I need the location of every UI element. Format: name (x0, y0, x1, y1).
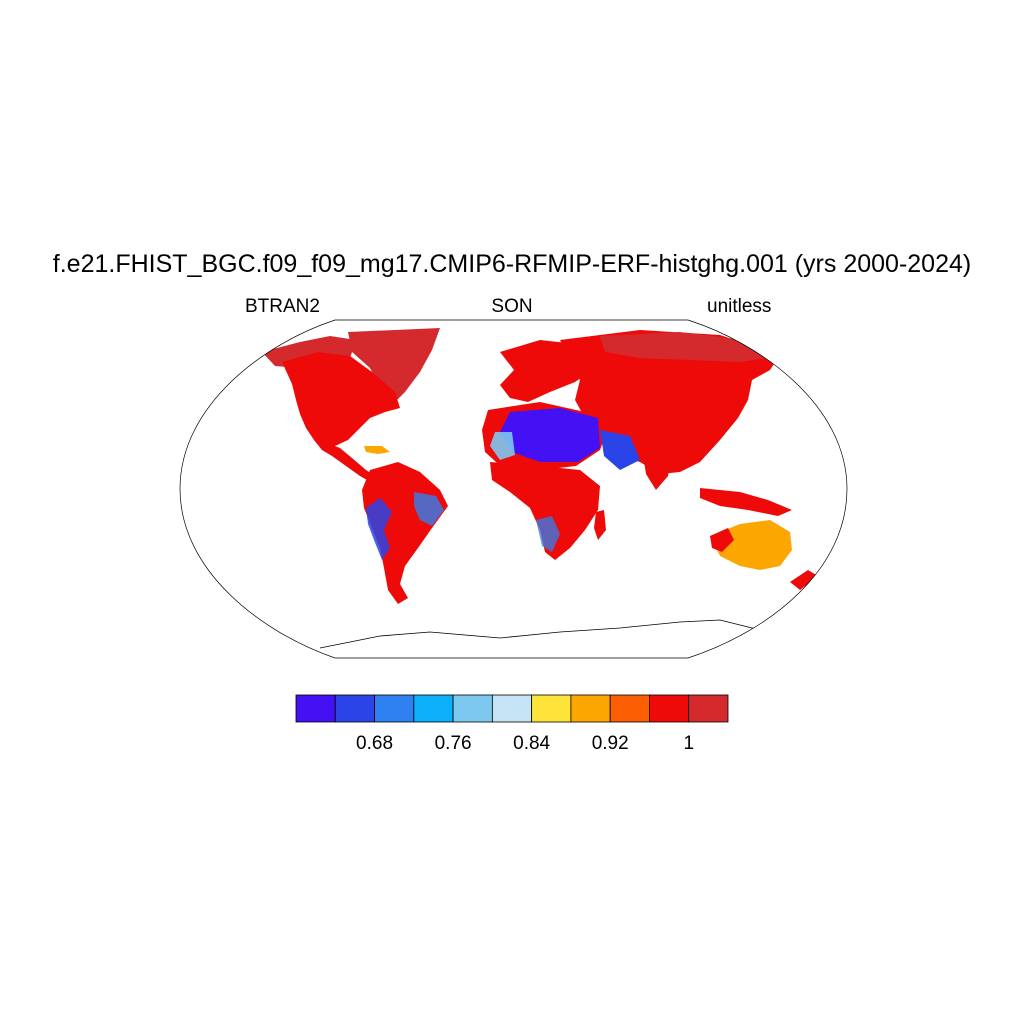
map-border (179, 319, 848, 659)
colorbar-box (413, 694, 454, 723)
land-south-america-dry (366, 498, 392, 560)
land-new-zealand (790, 570, 818, 590)
land-greenland (348, 328, 440, 402)
colorbar-box (609, 694, 650, 723)
colorbar-box (295, 694, 336, 723)
land-southern-africa-dry (536, 516, 560, 552)
land-madagascar (594, 510, 606, 540)
colorbar-box (334, 694, 375, 723)
land-india (642, 448, 672, 490)
land-indonesia (700, 488, 792, 516)
colorbar-label: 0.92 (592, 733, 629, 754)
colorbar-label: 0.68 (356, 733, 393, 754)
units-label: unitless (707, 296, 772, 317)
season-label: SON (491, 296, 533, 317)
variable-label: BTRAN2 (245, 296, 320, 317)
colorbar-box (531, 694, 572, 723)
colorbar-box (374, 694, 415, 723)
land-sahara-dry (500, 408, 600, 462)
colorbar-label: 0.84 (513, 733, 550, 754)
colorbar-box (688, 694, 729, 723)
land-australia (710, 520, 792, 570)
colorbar-label: 0.76 (435, 733, 472, 754)
plot-title: f.e21.FHIST_BGC.f09_f09_mg17.CMIP6-RFMIP… (52, 250, 972, 278)
land-brazil-dry (414, 492, 444, 526)
colorbar-box (491, 694, 533, 723)
land-sahel (490, 432, 515, 460)
land-central-america (320, 440, 378, 484)
colorbar-box (570, 694, 611, 723)
land-arabia (600, 430, 640, 470)
land-australia-coast (710, 528, 734, 552)
land-africa (490, 462, 600, 560)
land-north-america (282, 352, 400, 450)
colorbar-box (452, 694, 493, 723)
colorbar-box (649, 694, 690, 723)
colorbar-label: 1 (683, 733, 694, 754)
land-caribbean (364, 446, 390, 454)
